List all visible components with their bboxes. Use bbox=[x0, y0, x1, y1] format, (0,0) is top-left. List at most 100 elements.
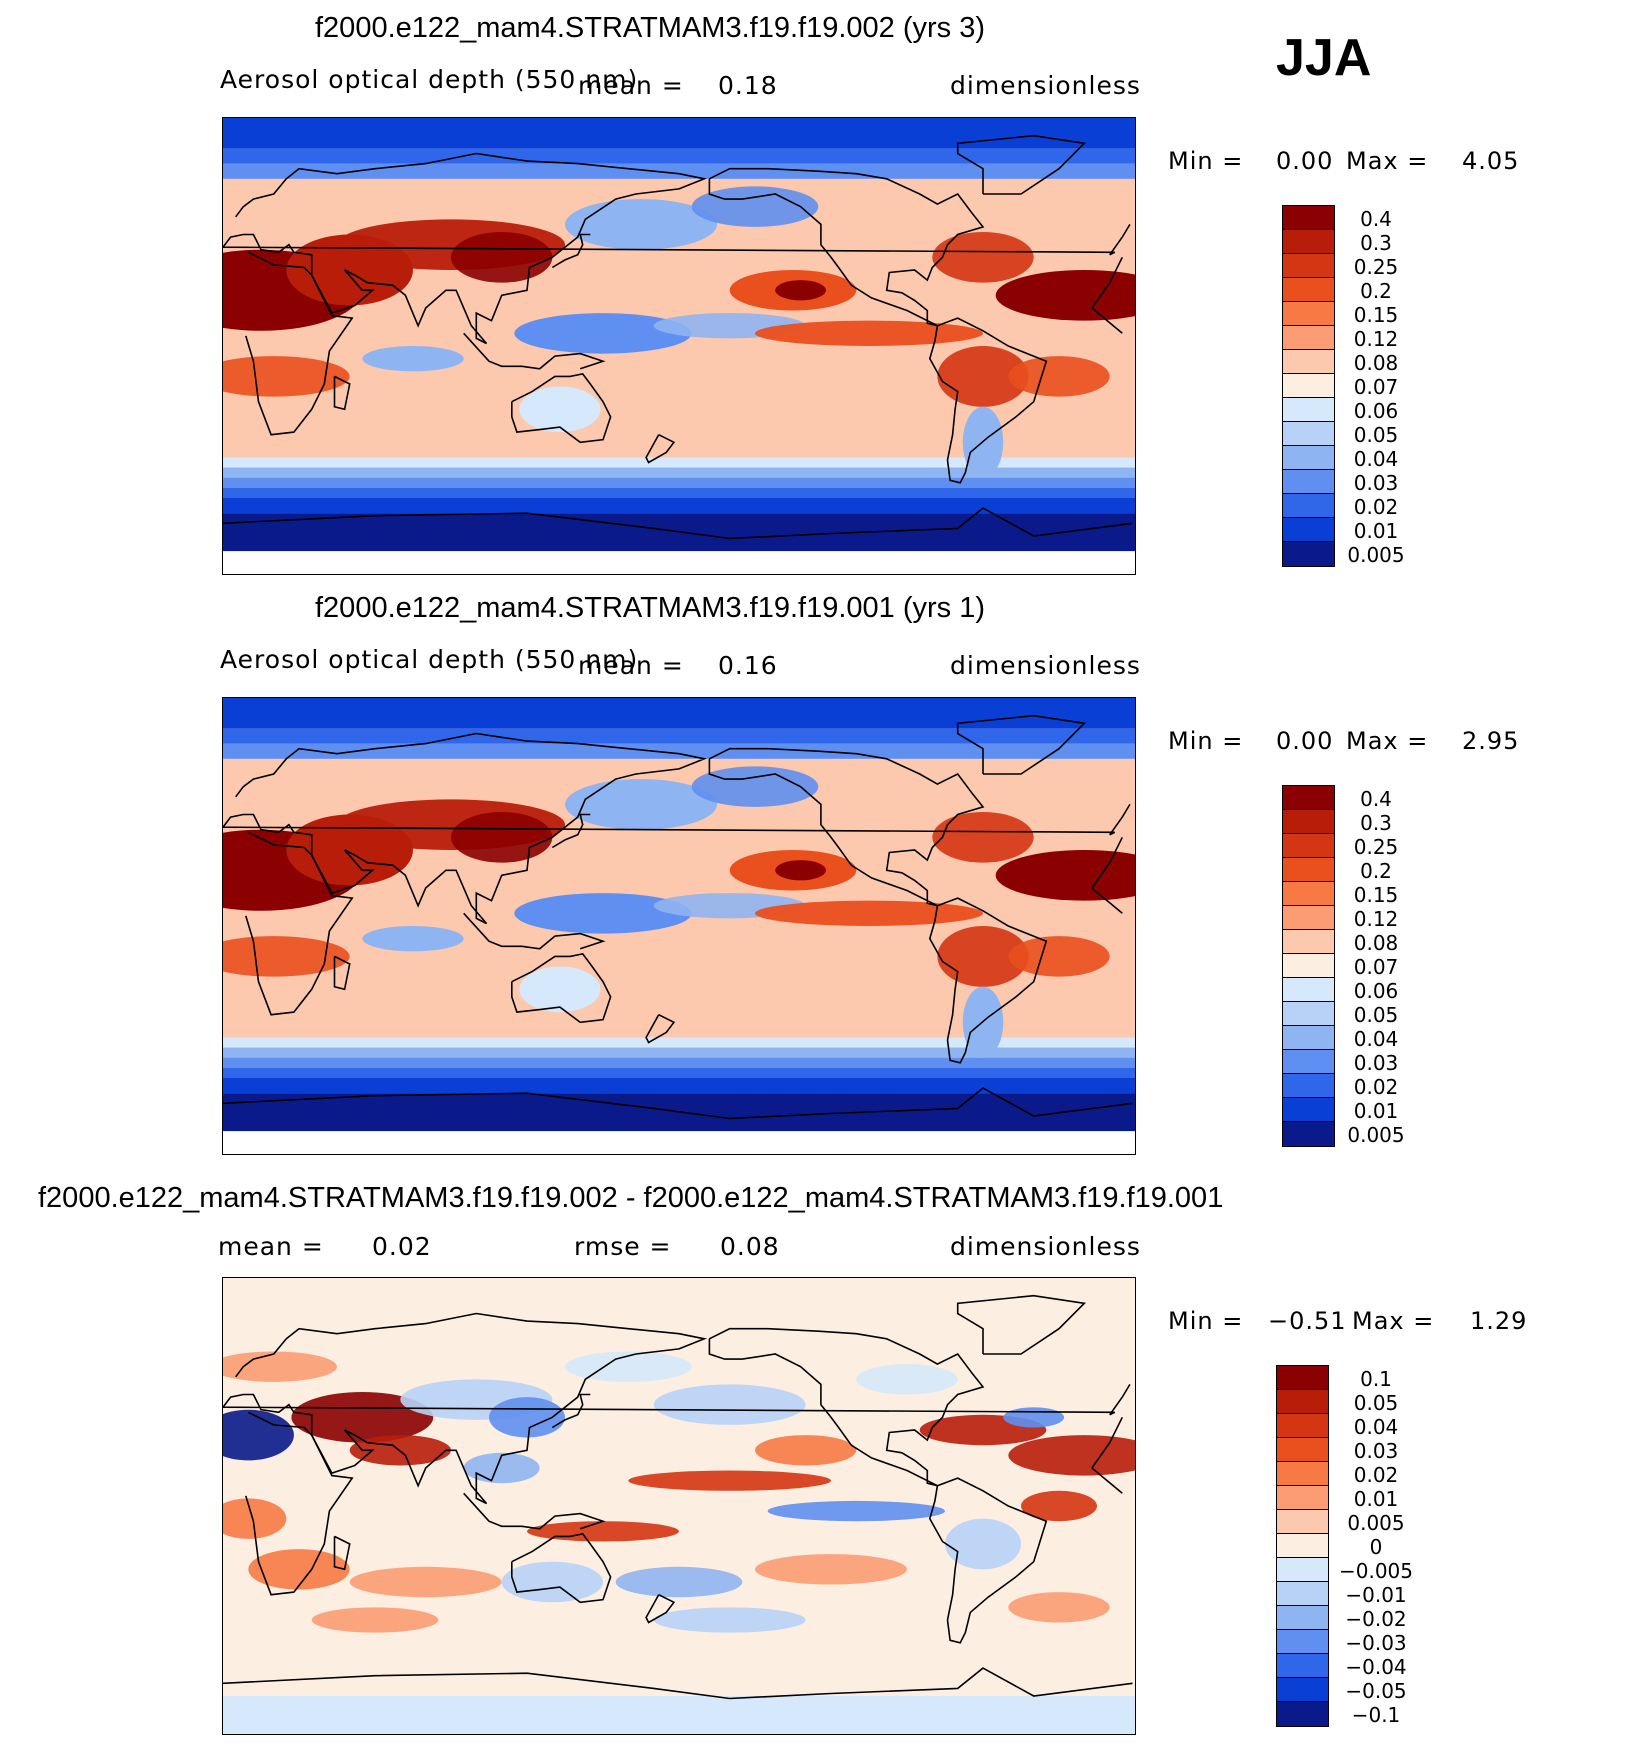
colorbar-segment bbox=[1283, 1002, 1334, 1026]
colorbar-segment bbox=[1283, 494, 1334, 518]
coastline bbox=[333, 375, 351, 411]
colorbar-tick-label: 0.07 bbox=[1353, 955, 1399, 979]
panel3-max-label: Max = bbox=[1352, 1307, 1435, 1335]
colorbar-tick-label: 0.25 bbox=[1353, 255, 1399, 279]
panel3-rmse-label: rmse = bbox=[574, 1232, 672, 1261]
coastline bbox=[463, 1492, 606, 1530]
colorbar-tick-label: 0.12 bbox=[1353, 327, 1399, 351]
panel1-max-label: Max = bbox=[1346, 147, 1429, 175]
field-blob bbox=[995, 850, 1135, 901]
colorbar-segment bbox=[1277, 1702, 1328, 1726]
field-blob bbox=[653, 1607, 806, 1633]
panel2-min-value: 0.00 bbox=[1276, 727, 1334, 755]
colorbar-segment bbox=[1283, 954, 1334, 978]
colorbar-segment bbox=[1283, 302, 1334, 326]
coastline bbox=[223, 1087, 1133, 1120]
arctic-band bbox=[223, 728, 1135, 744]
colorbar-tick-label: 0.12 bbox=[1353, 907, 1399, 931]
colorbar-segment bbox=[1283, 398, 1334, 422]
panel2-max-value: 2.95 bbox=[1462, 727, 1520, 755]
panel1-max-value: 4.05 bbox=[1462, 147, 1520, 175]
base-field bbox=[223, 1278, 1135, 1734]
colorbar-tick-label: 0.2 bbox=[1360, 279, 1392, 303]
coastline bbox=[956, 1294, 1086, 1355]
field-blob bbox=[767, 1500, 945, 1522]
panel1-units: dimensionless bbox=[950, 71, 1141, 100]
colorbar-segment bbox=[1277, 1678, 1328, 1702]
panel2-mean-value: 0.16 bbox=[718, 651, 778, 680]
southern-band bbox=[223, 1037, 1135, 1048]
colorbar-segment bbox=[1283, 834, 1334, 858]
arctic-band bbox=[223, 743, 1135, 759]
panel3-colorbar bbox=[1276, 1365, 1329, 1727]
coastline bbox=[223, 1667, 1133, 1700]
field-blob bbox=[565, 779, 717, 830]
colorbar-segment bbox=[1283, 930, 1334, 954]
colorbar-segment bbox=[1283, 206, 1334, 230]
coastline bbox=[245, 831, 1124, 1016]
colorbar-tick-label: 0.04 bbox=[1353, 447, 1399, 471]
southern-band bbox=[223, 487, 1135, 498]
field-blob bbox=[362, 346, 464, 372]
field-blob bbox=[945, 1518, 1021, 1570]
field-blob bbox=[1021, 1490, 1097, 1522]
panel1-map bbox=[222, 117, 1136, 575]
colorbar-segment bbox=[1283, 278, 1334, 302]
panel3-rmse-value: 0.08 bbox=[720, 1232, 780, 1261]
colorbar-tick-label: 0.01 bbox=[1353, 519, 1399, 543]
colorbar-segment bbox=[1283, 422, 1334, 446]
field-blob bbox=[932, 232, 1034, 283]
arctic-band bbox=[223, 698, 1135, 729]
field-blob bbox=[937, 346, 1029, 407]
colorbar-tick-label: 0.05 bbox=[1353, 423, 1399, 447]
colorbar-tick-label: 0.005 bbox=[1347, 1123, 1405, 1147]
colorbar-tick-label: 0.04 bbox=[1353, 1415, 1399, 1439]
colorbar-segment bbox=[1277, 1630, 1328, 1654]
colorbar-tick-label: 0.005 bbox=[1347, 543, 1405, 567]
field-blob bbox=[856, 1364, 958, 1395]
panel2-map-svg bbox=[223, 698, 1135, 1154]
panel1-min-label: Min = bbox=[1168, 147, 1244, 175]
coastline bbox=[223, 1312, 1131, 1505]
coastline bbox=[928, 317, 1048, 484]
coastline bbox=[511, 1533, 612, 1604]
field-blob bbox=[937, 926, 1029, 987]
field-blob bbox=[755, 1435, 857, 1466]
southern-band bbox=[223, 477, 1135, 488]
panel3-map-svg bbox=[223, 1278, 1135, 1734]
coastline bbox=[645, 1593, 676, 1624]
colorbar-tick-label: 0.005 bbox=[1347, 1511, 1405, 1535]
coastline bbox=[245, 251, 1124, 436]
colorbar-segment bbox=[1283, 1074, 1334, 1098]
field-blob bbox=[519, 386, 601, 433]
southern-band bbox=[223, 1067, 1135, 1078]
colorbar-segment bbox=[1277, 1390, 1328, 1414]
panel3-mean-value: 0.02 bbox=[372, 1232, 432, 1261]
colorbar-tick-label: 0.03 bbox=[1353, 471, 1399, 495]
colorbar-segment bbox=[1283, 906, 1334, 930]
coastline bbox=[333, 1535, 351, 1571]
arctic-band bbox=[223, 163, 1135, 179]
colorbar-segment bbox=[1277, 1510, 1328, 1534]
missing-data-region bbox=[223, 1131, 1135, 1154]
colorbar-tick-label: 0.01 bbox=[1353, 1487, 1399, 1511]
colorbar-tick-label: 0.15 bbox=[1353, 883, 1399, 907]
coastline bbox=[551, 233, 591, 269]
colorbar-segment bbox=[1283, 1122, 1334, 1146]
coastline bbox=[245, 1411, 1124, 1596]
colorbar-segment bbox=[1277, 1438, 1328, 1462]
colorbar-segment bbox=[1277, 1486, 1328, 1510]
colorbar-tick-label: −0.05 bbox=[1345, 1679, 1407, 1703]
panel2-title: f2000.e122_mam4.STRATMAM3.f19.f19.001 (y… bbox=[315, 592, 985, 624]
coastline bbox=[645, 433, 676, 464]
field-blob bbox=[775, 280, 826, 301]
field-blob bbox=[755, 900, 983, 926]
colorbar-segment bbox=[1277, 1534, 1328, 1558]
field-blob bbox=[451, 232, 553, 283]
colorbar-segment bbox=[1283, 350, 1334, 374]
field-blob bbox=[514, 313, 692, 354]
field-blob bbox=[349, 1566, 502, 1598]
panel1-colorbar bbox=[1282, 205, 1335, 567]
field-blob bbox=[223, 1409, 294, 1461]
colorbar-tick-label: 0.25 bbox=[1353, 835, 1399, 859]
